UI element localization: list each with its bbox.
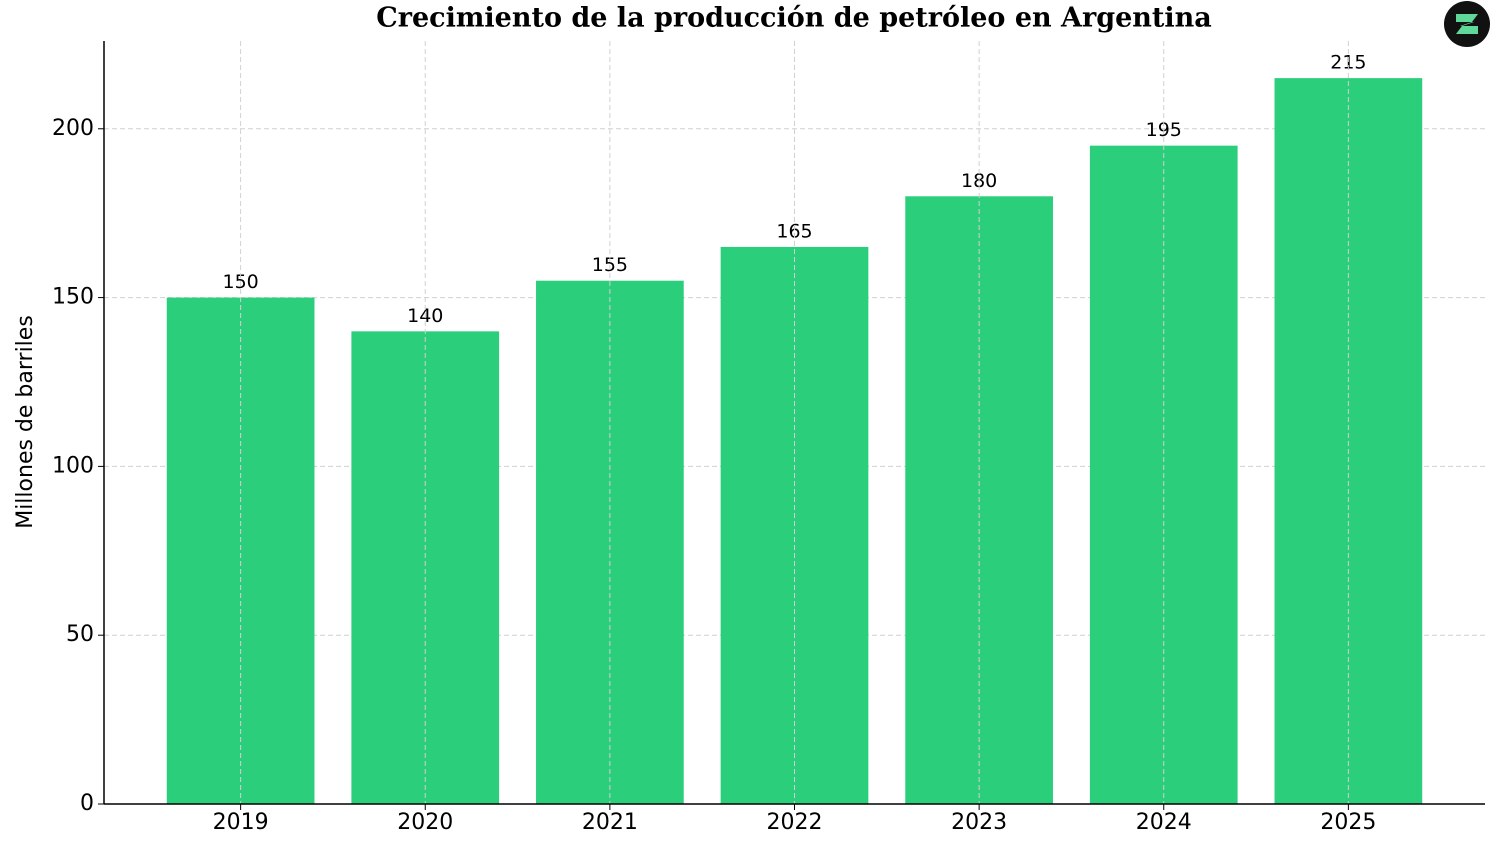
x-tick-label: 2023 bbox=[951, 810, 1007, 835]
x-tick-label: 2019 bbox=[213, 810, 269, 835]
x-tick-label: 2025 bbox=[1320, 810, 1376, 835]
x-tick-label: 2024 bbox=[1136, 810, 1192, 835]
value-label: 165 bbox=[776, 220, 812, 242]
y-axis-label: Millones de barriles bbox=[13, 315, 38, 529]
y-tick-label: 0 bbox=[80, 791, 94, 816]
y-tick-label: 50 bbox=[66, 622, 94, 647]
y-tick-label: 200 bbox=[52, 116, 94, 141]
x-tick-label: 2020 bbox=[397, 810, 453, 835]
y-tick-label: 150 bbox=[52, 285, 94, 310]
x-tick-label: 2022 bbox=[767, 810, 823, 835]
chart-title: Crecimiento de la producción de petróleo… bbox=[376, 3, 1212, 34]
y-tick-label: 100 bbox=[52, 453, 94, 478]
x-tick-label: 2021 bbox=[582, 810, 638, 835]
logo bbox=[1444, 1, 1490, 47]
value-label: 215 bbox=[1330, 52, 1366, 74]
